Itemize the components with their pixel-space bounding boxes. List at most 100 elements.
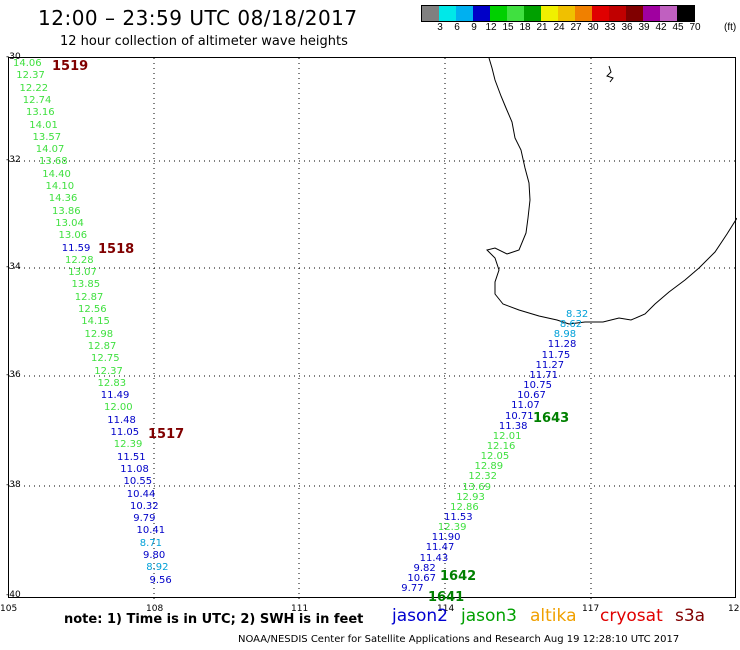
wave-height-value: 13.68 <box>39 156 68 168</box>
wave-height-value: 13.04 <box>55 217 84 229</box>
wave-height-value: 8.62 <box>559 319 583 331</box>
color-swatch <box>456 6 473 21</box>
wave-height-value: 12.37 <box>94 365 123 377</box>
wave-height-value: 11.47 <box>425 542 455 554</box>
wave-height-value: 11.49 <box>100 390 130 402</box>
longitude-label: 120 <box>728 604 740 614</box>
color-scale-label: 33 <box>604 22 616 33</box>
latitude-label: -30 <box>6 52 21 62</box>
wave-height-value: 12.39 <box>113 439 143 451</box>
wave-height-value: 10.41 <box>136 525 166 537</box>
longitude-label: 114 <box>437 604 455 614</box>
wave-height-value: 14.40 <box>42 168 71 180</box>
track-time-1519: 1519 <box>52 59 89 74</box>
color-swatch <box>592 6 609 21</box>
longitude-label: 105 <box>0 604 18 614</box>
color-scale-label: 18 <box>519 22 531 33</box>
legend-jason2: jason2 <box>392 606 448 626</box>
color-scale-label: 30 <box>587 22 599 33</box>
wave-height-value: 12.89 <box>474 461 504 473</box>
color-scale-label: 9 <box>471 22 477 33</box>
legend-altika: altika <box>530 606 577 626</box>
wave-height-value: 8.32 <box>566 309 589 320</box>
color-swatch <box>558 6 575 21</box>
wave-height-value: 11.90 <box>431 532 461 544</box>
color-swatch <box>439 6 456 21</box>
wave-height-value: 11.71 <box>529 369 559 381</box>
wave-height-value: 12.00 <box>104 402 133 414</box>
wave-height-value: 12.39 <box>437 522 467 534</box>
color-scale-label: 12 <box>485 22 497 33</box>
track-time-1517: 1517 <box>148 427 185 442</box>
color-scale-label: 45 <box>672 22 684 33</box>
wave-height-value: 9.56 <box>149 574 172 586</box>
wave-height-value: 8.98 <box>553 329 577 341</box>
wave-height-value: 11.59 <box>61 242 91 254</box>
wave-height-value: 12.83 <box>97 377 127 389</box>
wave-height-value: 12.05 <box>480 451 510 463</box>
wave-height-value: 13.16 <box>26 107 55 119</box>
wave-height-value: 12.37 <box>16 70 45 82</box>
color-swatch <box>660 6 677 21</box>
wave-height-value: 12.28 <box>65 254 94 266</box>
longitude-label: 117 <box>582 604 600 614</box>
wave-height-value: 10.32 <box>130 500 159 512</box>
wave-height-value: 12.16 <box>486 440 516 452</box>
latitude-label: -38 <box>6 480 21 490</box>
color-scale-label: 21 <box>536 22 548 33</box>
wave-height-value: 14.36 <box>48 193 78 205</box>
color-swatch <box>490 6 507 21</box>
map-subtitle: 12 hour collection of altimeter wave hei… <box>60 34 348 49</box>
wave-height-value: 12.01 <box>492 430 522 442</box>
wave-height-value: 8.92 <box>146 562 169 574</box>
note-text: note: 1) Time is in UTC; 2) SWH is in fe… <box>64 612 364 627</box>
wave-height-value: 9.80 <box>143 550 166 561</box>
color-swatch <box>507 6 524 21</box>
track-time-1642: 1642 <box>440 569 477 584</box>
wave-height-value: 11.75 <box>541 349 571 361</box>
latitude-label: -36 <box>6 370 21 380</box>
color-swatch <box>626 6 643 21</box>
island-coast <box>606 65 614 83</box>
wave-height-value: 13.06 <box>58 230 88 242</box>
wave-height-value: 10.55 <box>123 476 153 488</box>
wave-height-value: 11.05 <box>110 427 140 438</box>
wave-height-value: 10.75 <box>523 380 552 392</box>
color-swatch <box>541 6 558 21</box>
wave-height-value: 9.82 <box>413 562 436 574</box>
wave-height-value: 13.07 <box>68 267 97 279</box>
latitude-label: -34 <box>6 262 21 272</box>
wave-height-value: 11.51 <box>117 451 146 463</box>
color-scale-label: 42 <box>655 22 667 33</box>
wave-height-value: 12.86 <box>450 501 479 513</box>
track-time-1641: 1641 <box>428 590 465 605</box>
wave-height-value: 12.98 <box>84 328 114 340</box>
wave-height-value: 10.44 <box>126 488 156 500</box>
legend-s3a: s3a <box>675 606 706 626</box>
wave-height-value: 11.28 <box>547 339 577 351</box>
map-title: 12:00 – 23:59 UTC 08/18/2017 <box>38 6 358 30</box>
color-swatch <box>677 6 694 21</box>
latitude-label: -40 <box>6 590 21 600</box>
wave-height-value: 11.53 <box>444 512 473 523</box>
track-time-1643: 1643 <box>533 411 570 426</box>
wave-height-value: 14.06 <box>13 58 42 69</box>
legend-cryosat: cryosat <box>600 606 663 626</box>
color-swatch <box>422 6 439 21</box>
wave-height-value: 13.69 <box>462 481 491 493</box>
wave-height-value: 12.87 <box>87 340 117 352</box>
color-scale-label: 36 <box>621 22 633 33</box>
wave-height-value: 14.07 <box>35 144 65 156</box>
map-canvas <box>9 58 737 599</box>
wave-height-value: 12.32 <box>468 471 498 483</box>
color-swatch <box>524 6 541 21</box>
color-scale-label: 39 <box>638 22 650 33</box>
longitude-label: 111 <box>291 604 309 614</box>
wave-height-value: 12.93 <box>456 491 485 503</box>
map-frame <box>8 57 737 599</box>
legend-jason3: jason3 <box>461 606 517 626</box>
wave-height-value: 10.67 <box>407 572 437 584</box>
wave-height-value: 14.15 <box>81 316 110 328</box>
wave-height-value: 11.38 <box>498 420 528 432</box>
wave-height-value: 12.87 <box>74 291 104 303</box>
